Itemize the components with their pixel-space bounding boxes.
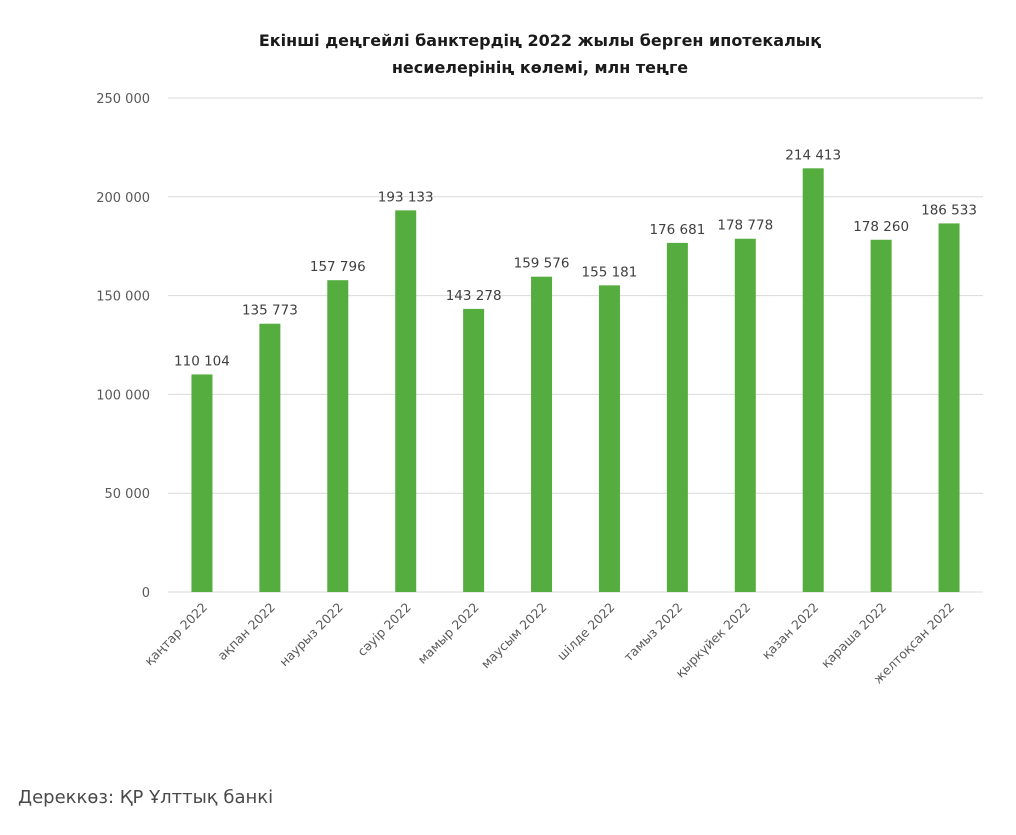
gridlines	[168, 97, 983, 593]
bars	[191, 168, 960, 592]
data-label: 186 533	[921, 202, 977, 218]
x-tick-label: маусым 2022	[478, 600, 550, 672]
bar	[734, 238, 756, 592]
x-tick-label: тамыз 2022	[621, 600, 686, 665]
data-label: 155 181	[582, 264, 638, 280]
bar	[870, 239, 892, 592]
source-note: Дереккөз: ҚР Ұлттық банкі	[18, 787, 274, 808]
data-label: 157 796	[310, 259, 366, 275]
x-tick-label: ақпан 2022	[214, 600, 278, 664]
data-label: 110 104	[174, 353, 230, 369]
data-label: 176 681	[649, 222, 705, 238]
bar	[259, 323, 281, 592]
bar	[191, 374, 213, 592]
bar	[598, 285, 620, 592]
y-tick-label: 0	[142, 586, 150, 601]
chart-title-line-2: несиелерінің көлемі, млн теңге	[392, 58, 688, 77]
y-tick-label: 250 000	[96, 92, 150, 107]
y-tick-label: 50 000	[105, 487, 151, 502]
data-label: 178 778	[717, 218, 773, 234]
bar	[395, 210, 417, 592]
chart-title-line-1: Екінші деңгейлі банктердің 2022 жылы бер…	[259, 31, 821, 50]
y-tick-label: 150 000	[96, 290, 150, 305]
x-tick-label: қыркүйек 2022	[672, 600, 753, 681]
data-label: 143 278	[446, 288, 502, 304]
bar-chart: Екінші деңгейлі банктердің 2022 жылы бер…	[96, 31, 983, 687]
x-tick-label: мамыр 2022	[414, 600, 481, 667]
y-tick-label: 200 000	[96, 191, 150, 206]
x-tick-label: қазан 2022	[759, 600, 822, 663]
data-label: 159 576	[514, 256, 570, 272]
bar	[531, 276, 553, 592]
bar	[938, 223, 960, 592]
chart-container: Екінші деңгейлі банктердің 2022 жылы бер…	[96, 31, 983, 687]
x-tick-label: қараша 2022	[818, 600, 889, 671]
x-tick-label: қаңтар 2022	[141, 600, 210, 669]
data-label: 214 413	[785, 147, 841, 163]
data-labels: 110 104 135 773 157 796 193 133 143 278 159 5…	[174, 147, 977, 369]
x-tick-label: шілде 2022	[554, 600, 618, 664]
data-label: 178 260	[853, 219, 909, 235]
y-axis-ticks: 0 50 000 100 000 150 000 200 000 250 000	[96, 92, 150, 601]
data-label: 135 773	[242, 303, 298, 319]
bar	[802, 168, 824, 592]
y-tick-label: 100 000	[96, 388, 150, 403]
data-label: 193 133	[378, 189, 434, 205]
x-tick-label: наурыз 2022	[276, 600, 346, 670]
bar	[327, 280, 349, 592]
x-tick-label: сәуір 2022	[354, 600, 414, 660]
bar	[666, 242, 688, 592]
bar	[463, 308, 485, 592]
chart-title: Екінші деңгейлі банктердің 2022 жылы бер…	[259, 31, 821, 77]
